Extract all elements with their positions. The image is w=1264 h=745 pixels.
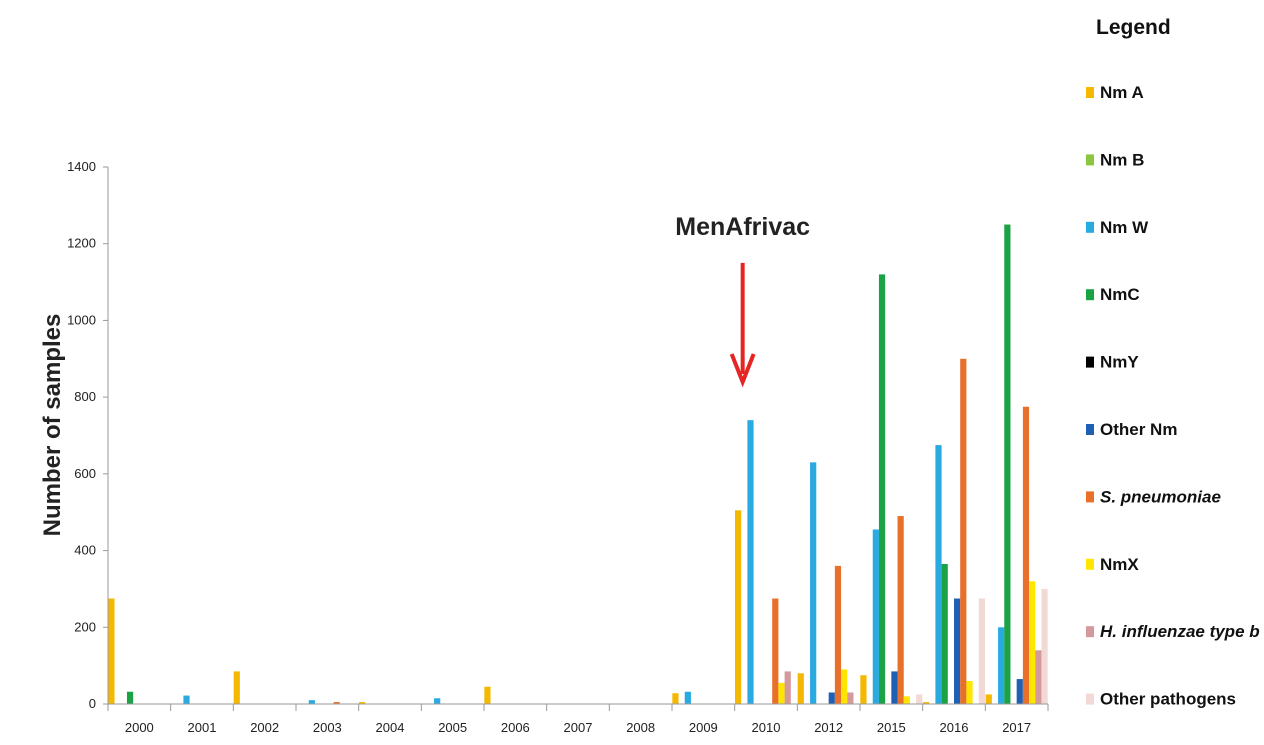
- x-tick-label: 2010: [752, 720, 781, 735]
- bar: [860, 675, 867, 704]
- bar: [985, 694, 992, 704]
- x-tick-label: 2012: [814, 720, 843, 735]
- bar: [735, 510, 742, 704]
- bar: [841, 669, 848, 704]
- bar: [434, 698, 441, 704]
- bar: [966, 680, 973, 704]
- legend-swatch: [1086, 356, 1094, 368]
- x-tick-label: 2002: [250, 720, 279, 735]
- x-tick-label: 2007: [564, 720, 593, 735]
- legend-label: Nm B: [1100, 150, 1144, 169]
- bar: [672, 693, 679, 704]
- x-tick-label: 2003: [313, 720, 342, 735]
- bar: [935, 445, 942, 704]
- bar: [772, 598, 779, 704]
- y-tick-label: 800: [74, 389, 96, 404]
- bar: [747, 420, 754, 704]
- legend-swatch: [1086, 693, 1094, 705]
- bar: [784, 671, 791, 704]
- bar: [778, 682, 785, 704]
- bar: [810, 462, 817, 704]
- bar: [1022, 406, 1030, 704]
- x-tick-label: 2008: [626, 720, 655, 735]
- legend-label: Nm A: [1100, 83, 1144, 102]
- y-tick-label: 1000: [67, 312, 96, 327]
- legend-swatch: [1086, 424, 1094, 435]
- x-tick-label: 2000: [125, 720, 154, 735]
- y-tick-label: 1200: [67, 236, 96, 251]
- bar: [897, 516, 904, 704]
- x-tick-label: 2001: [188, 720, 217, 735]
- y-tick-label: 600: [74, 466, 96, 481]
- bar: [183, 695, 190, 704]
- x-tick-label: 2004: [376, 720, 405, 735]
- bar: [684, 691, 691, 704]
- x-tick-label: 2015: [877, 720, 906, 735]
- bar: [359, 702, 366, 704]
- bar: [797, 673, 804, 704]
- bar: [1029, 581, 1036, 704]
- y-axis-label: Number of samples: [39, 314, 66, 537]
- annotation-text: MenAfrivac: [675, 213, 810, 241]
- legend-label: Other Nm: [1100, 420, 1177, 439]
- bar: [233, 671, 240, 704]
- y-axis: 0 200 400 600 800 1000 1200 1400: [67, 159, 109, 711]
- y-tick-label: 1400: [67, 159, 96, 174]
- bar: [1035, 650, 1042, 704]
- x-tick-label: 2005: [438, 720, 467, 735]
- bar: [484, 686, 491, 704]
- bar: [998, 627, 1005, 704]
- legend-swatch: [1086, 626, 1094, 638]
- legend-label: S. pneumoniae: [1100, 487, 1221, 506]
- bar: [828, 692, 835, 704]
- bar: [978, 598, 985, 704]
- bar: [891, 671, 898, 704]
- y-tick-label: 200: [74, 619, 96, 634]
- y-tick-label: 0: [89, 696, 96, 711]
- x-tick-label: 2017: [1002, 720, 1031, 735]
- annotation-arrow-head: [729, 353, 756, 388]
- annotation-group: MenAfrivac: [675, 213, 810, 388]
- bar: [1016, 679, 1023, 704]
- bar: [923, 702, 930, 704]
- bar: [1004, 224, 1011, 705]
- bars-group: [108, 224, 1048, 705]
- bar: [941, 563, 948, 704]
- legend-label: Nm W: [1100, 218, 1149, 237]
- bar: [1041, 588, 1048, 704]
- bar: [847, 692, 854, 704]
- x-axis: 2000 2001 2002 2003 2004 2005 2006 2007 2008 2009…: [107, 703, 1049, 735]
- legend-swatch: [1086, 221, 1094, 233]
- legend-label: NmY: [1100, 353, 1139, 372]
- legend-label: Other pathogens: [1100, 690, 1236, 709]
- bar: [878, 274, 886, 704]
- legend-swatch: [1086, 558, 1094, 570]
- bar: [903, 696, 910, 704]
- legend-swatch: [1086, 289, 1094, 301]
- bar: [872, 529, 879, 704]
- bar: [916, 694, 923, 704]
- bar: [333, 702, 340, 704]
- bar: [954, 598, 961, 704]
- legend-label: NmX: [1100, 555, 1139, 574]
- legend-swatch: [1086, 87, 1094, 98]
- bar: [834, 565, 842, 704]
- bar: [126, 691, 134, 704]
- x-tick-label: 2016: [940, 720, 969, 735]
- bar: [108, 598, 115, 704]
- legend-label: H. influenzae type b: [1100, 622, 1260, 641]
- legend-label: NmC: [1100, 285, 1140, 304]
- legend-swatch: [1086, 491, 1094, 503]
- bar: [960, 358, 967, 704]
- bar: [308, 700, 315, 704]
- legend: Legend Nm A Nm B Nm W NmC NmY Other Nm S. pneu…: [1086, 16, 1260, 709]
- x-tick-label: 2006: [501, 720, 530, 735]
- legend-swatch: [1086, 154, 1094, 166]
- x-tick-label: 2009: [689, 720, 718, 735]
- legend-title: Legend: [1096, 16, 1171, 39]
- y-tick-label: 400: [74, 543, 96, 558]
